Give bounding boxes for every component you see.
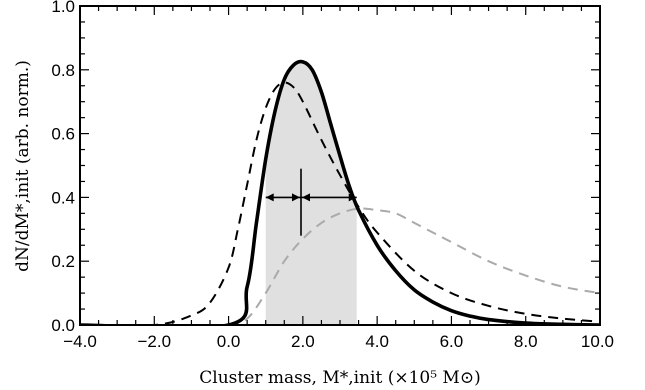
y-tick-labels: 0.0 0.2 0.4 0.6 0.8 1.0	[51, 0, 75, 335]
y-tick-label: 1.0	[51, 0, 75, 16]
y-tick-label: 0.8	[51, 61, 75, 80]
annotation-layer	[265, 168, 357, 236]
plot-area	[80, 59, 600, 325]
y-axis-title: dN/dM*,init (arb. norm.)	[13, 60, 33, 272]
y-tick-label: 0.6	[51, 125, 75, 144]
x-tick-labels: −4.0 −2.0 0.0 2.0 4.0 6.0 8.0 10.0	[63, 332, 614, 351]
x-tick-label: 6.0	[440, 332, 464, 351]
arrow-head-right-inner	[302, 193, 310, 202]
x-tick-label: 0.0	[217, 332, 241, 351]
arrow-head-left-outer	[265, 193, 274, 202]
x-tick-label: 8.0	[514, 332, 538, 351]
x-tick-label: −4.0	[63, 332, 97, 351]
tick-marks	[79, 5, 601, 326]
y-tick-label: 0.2	[51, 252, 75, 271]
arrow-head-left-inner	[292, 193, 300, 202]
main-distribution-line	[80, 59, 600, 325]
y-tick-label: 0.4	[51, 188, 75, 207]
arrow-head-right-outer	[348, 193, 357, 202]
shaded-interval-region	[265, 62, 357, 325]
x-tick-label: −2.0	[138, 332, 172, 351]
dashed-black-distribution-line	[80, 81, 600, 325]
x-tick-label: 2.0	[291, 332, 315, 351]
x-axis-title: Cluster mass, M*,init (×10⁵ M⊙)	[199, 368, 480, 388]
y-tick-label: 0.0	[51, 316, 75, 335]
x-tick-label: 10.0	[581, 332, 614, 351]
x-tick-label: 4.0	[365, 332, 389, 351]
